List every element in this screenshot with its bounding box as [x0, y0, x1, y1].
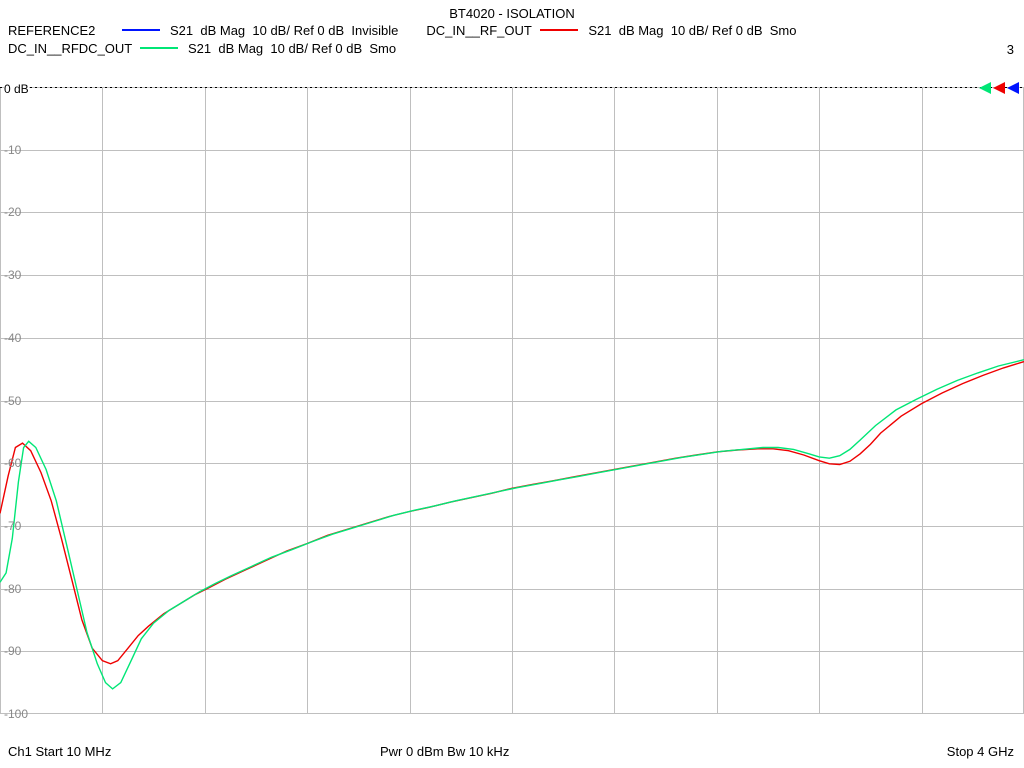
ref-marker-icon	[979, 82, 991, 94]
legend-desc: S21 dB Mag 10 dB/ Ref 0 dB Smo	[188, 41, 396, 56]
trace-number: 3	[1007, 42, 1014, 57]
y-tick-label: -40	[4, 331, 21, 345]
legend-name: DC_IN__RFDC_OUT	[8, 41, 136, 56]
xaxis-stop-label: Stop 4 GHz	[947, 744, 1014, 759]
y-tick-label: -90	[4, 644, 21, 658]
bottom-bar: Ch1 Start 10 MHz Pwr 0 dBm Bw 10 kHz Sto…	[0, 744, 1024, 764]
legend-swatch	[122, 29, 160, 31]
legend-name: REFERENCE2	[8, 23, 118, 38]
legend-desc: S21 dB Mag 10 dB/ Ref 0 dB Invisible	[170, 23, 398, 38]
xaxis-center-label: Pwr 0 dBm Bw 10 kHz	[380, 744, 509, 759]
legend-item-dc-in-rf-out: DC_IN__RF_OUT S21 dB Mag 10 dB/ Ref 0 dB…	[426, 23, 796, 38]
legend-swatch	[540, 29, 578, 31]
y-tick-label: -100	[4, 707, 28, 721]
legend-swatch	[140, 47, 178, 49]
y-tick-label: -80	[4, 582, 21, 596]
xaxis-start-label: Ch1 Start 10 MHz	[8, 744, 111, 759]
ref-level-label: 0 dB	[4, 82, 29, 96]
legend-name: DC_IN__RF_OUT	[426, 23, 536, 38]
y-tick-label: -20	[4, 205, 21, 219]
y-tick-label: -70	[4, 519, 21, 533]
legend-desc: S21 dB Mag 10 dB/ Ref 0 dB Smo	[588, 23, 796, 38]
legend-row-1: REFERENCE2 S21 dB Mag 10 dB/ Ref 0 dB In…	[0, 21, 1024, 39]
plot-svg	[0, 80, 1024, 736]
chart-title: BT4020 - ISOLATION	[0, 0, 1024, 21]
ref-marker-icon	[993, 82, 1005, 94]
y-tick-label: -50	[4, 394, 21, 408]
legend-row-2: DC_IN__RFDC_OUT S21 dB Mag 10 dB/ Ref 0 …	[0, 39, 1024, 57]
ref-marker-icon	[1007, 82, 1019, 94]
y-tick-label: -60	[4, 456, 21, 470]
legend-item-reference2: REFERENCE2 S21 dB Mag 10 dB/ Ref 0 dB In…	[8, 23, 398, 38]
legend-item-dc-in-rfdc-out: DC_IN__RFDC_OUT S21 dB Mag 10 dB/ Ref 0 …	[8, 41, 396, 56]
y-tick-label: -10	[4, 143, 21, 157]
y-tick-label: -30	[4, 268, 21, 282]
plot-area	[0, 80, 1024, 740]
